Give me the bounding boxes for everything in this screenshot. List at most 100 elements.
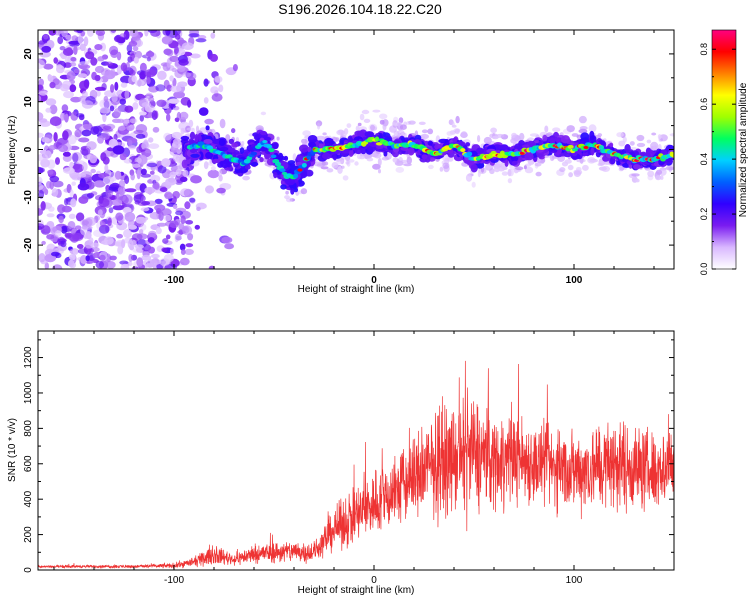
heatmap-cell (86, 192, 95, 198)
heatmap-cell (148, 96, 155, 103)
heatmap-cell (163, 265, 172, 269)
heatmap-cell (270, 154, 277, 159)
heatmap-cell (148, 143, 160, 150)
heatmap-cell (629, 141, 635, 146)
colorbar-tick-label: 0.8 (699, 43, 709, 56)
heatmap-cell (149, 170, 155, 175)
heatmap-cell (260, 130, 267, 136)
heatmap-cell (378, 169, 381, 174)
heatmap-cell (284, 195, 290, 200)
heatmap-cell (178, 59, 189, 66)
heatmap-cell (46, 181, 52, 189)
heatmap-cell (74, 225, 82, 230)
heatmap-cell (104, 236, 114, 245)
heatmap-cell (124, 89, 130, 100)
heatmap-cell (316, 163, 325, 168)
heatmap-cell (101, 83, 107, 91)
heatmap-cell (466, 151, 473, 157)
heatmap-cell (122, 206, 132, 214)
heatmap-cell (168, 177, 176, 183)
colorbar-tick-label: 0.4 (699, 153, 709, 166)
heatmap-cell (139, 191, 144, 202)
heatmap-cell (219, 118, 226, 129)
heatmap-cell (671, 153, 674, 158)
heatmap-cell (259, 157, 264, 163)
heatmap-cell (87, 30, 94, 37)
heatmap-cell (75, 212, 85, 222)
heatmap-cell (260, 111, 267, 116)
heatmap-cell (179, 176, 188, 183)
heatmap-cell (427, 140, 433, 146)
heatmap-cell (62, 130, 69, 141)
heatmap-cell (218, 138, 226, 146)
heatmap-cell (60, 225, 68, 234)
heatmap-cell (70, 62, 77, 67)
y-tick-label: 20 (23, 48, 34, 60)
heatmap-cell (214, 75, 223, 83)
heatmap-cell (38, 207, 43, 216)
heatmap-cell (98, 198, 110, 208)
heatmap-cell (418, 121, 426, 126)
heatmap-cell (85, 231, 92, 240)
heatmap-cell (132, 163, 141, 168)
heatmap-cell (169, 248, 174, 255)
x-tick-label: 100 (566, 275, 583, 286)
heatmap-cell (290, 188, 295, 195)
heatmap-cell (552, 127, 561, 132)
heatmap-cell (67, 221, 76, 230)
heatmap-cell (74, 129, 82, 138)
heatmap-cell (123, 229, 132, 238)
heatmap-cell (203, 97, 209, 104)
heatmap-cell (38, 166, 44, 175)
heatmap-cell (110, 84, 115, 93)
heatmap-cell (103, 95, 109, 102)
heatmap-cell (508, 169, 514, 177)
heatmap-cell (439, 166, 444, 172)
heatmap-cell (210, 166, 216, 171)
heatmap-cell (180, 249, 186, 256)
heatmap-cell (97, 56, 105, 62)
heatmap-cell (188, 33, 200, 38)
heatmap-cell (207, 169, 220, 179)
heatmap-cell (38, 190, 45, 199)
heatmap-cell (177, 81, 188, 87)
heatmap-cell (172, 191, 180, 199)
heatmap-cell (148, 137, 154, 143)
heatmap-cell (354, 161, 359, 166)
heatmap-cell (135, 216, 147, 224)
heatmap-cell (78, 64, 91, 70)
heatmap-cell (124, 188, 137, 193)
heatmap-cell (185, 243, 194, 248)
heatmap-cell (73, 68, 81, 74)
heatmap-cell (477, 135, 481, 143)
heatmap-cell (69, 189, 74, 198)
heatmap-cell (133, 56, 139, 64)
heatmap-cell (274, 161, 282, 167)
heatmap-cell (446, 131, 453, 136)
heatmap-cell (189, 197, 196, 203)
heatmap-cell (346, 123, 352, 128)
heatmap-cell (128, 76, 133, 85)
heatmap-cell (219, 146, 229, 151)
heatmap-cell (134, 50, 143, 59)
heatmap-cell (169, 220, 179, 229)
heatmap-cell (208, 265, 215, 269)
heatmap-cell (173, 138, 181, 145)
heatmap-cell (194, 134, 199, 143)
y-tick-label: 0 (23, 146, 34, 152)
heatmap-cell (427, 128, 434, 135)
heatmap-cell (116, 51, 122, 61)
heatmap-cell (38, 253, 46, 263)
heatmap-cell (49, 81, 56, 89)
heatmap-cell (451, 121, 455, 127)
heatmap-cell (322, 152, 332, 160)
heatmap-cell (400, 146, 411, 152)
heatmap-cell (144, 30, 149, 37)
heatmap-cell (131, 75, 137, 83)
heatmap-cell (279, 168, 286, 173)
heatmap-cell (266, 144, 273, 149)
heatmap-cell (665, 165, 674, 171)
heatmap-cell (43, 63, 54, 70)
heatmap-cell (357, 122, 362, 127)
